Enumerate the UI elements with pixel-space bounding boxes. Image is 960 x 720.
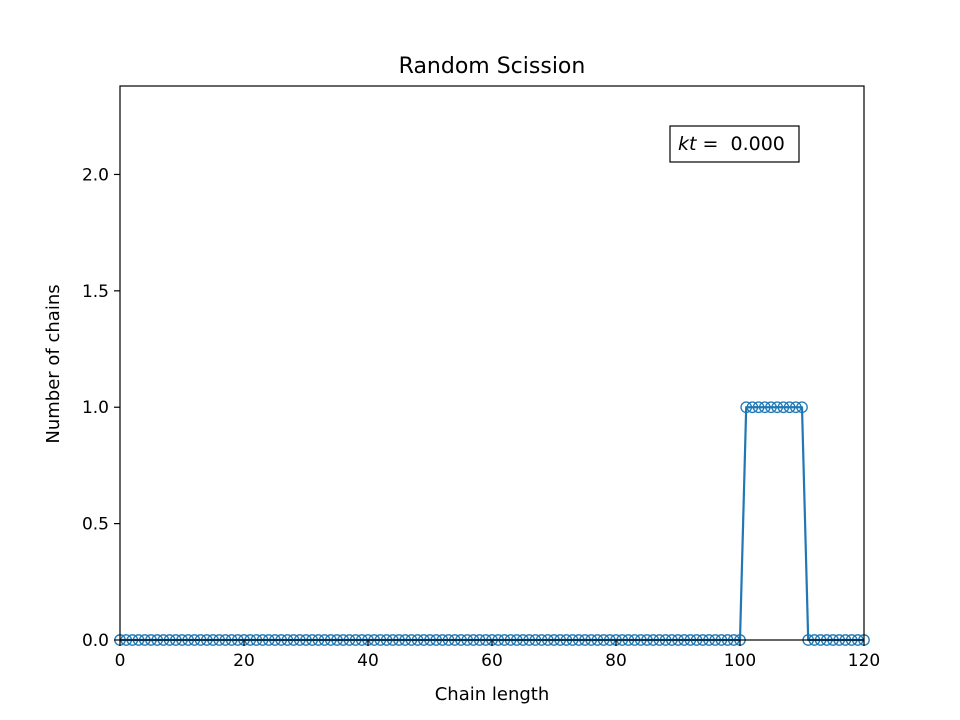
x-tick-label: 80 — [605, 651, 627, 671]
kt-value: = 0.000 — [696, 133, 784, 155]
data-point — [740, 401, 753, 414]
x-tick-label: 60 — [481, 651, 503, 671]
y-axis-label: Number of chains — [43, 284, 64, 443]
data-point — [758, 401, 771, 414]
kt-annotation-text: kt = 0.000 — [678, 133, 785, 155]
x-tick-label: 20 — [233, 651, 255, 671]
x-tick-label: 120 — [848, 651, 880, 671]
data-point — [777, 401, 790, 414]
data-point — [796, 401, 808, 414]
y-tick-label: 1.5 — [82, 282, 109, 302]
y-tick-label: 0.5 — [82, 515, 109, 535]
y-tick-label: 1.0 — [82, 398, 109, 418]
data-point — [783, 401, 796, 414]
x-tick-label: 100 — [724, 651, 756, 671]
data-point — [771, 401, 784, 414]
kt-annotation-box — [669, 125, 800, 163]
data-point — [752, 401, 765, 414]
axis-ticks: 0 20 40 60 80 100 120 0.0 0.5 1.0 1.5 2.0 — [82, 165, 880, 671]
y-tick-label: 2.0 — [82, 165, 109, 185]
x-tick-label: 0 — [115, 651, 126, 671]
kt-annotation: kt = 0.000 — [669, 125, 800, 163]
data-point — [789, 401, 802, 414]
x-axis-label: Chain length — [435, 684, 550, 705]
x-tick-label: 40 — [357, 651, 379, 671]
data-point — [746, 401, 759, 414]
chart-title: Random Scission — [399, 54, 586, 79]
y-tick-label: 0.0 — [82, 631, 109, 651]
kt-symbol: kt — [678, 133, 698, 155]
data-point — [765, 401, 777, 414]
